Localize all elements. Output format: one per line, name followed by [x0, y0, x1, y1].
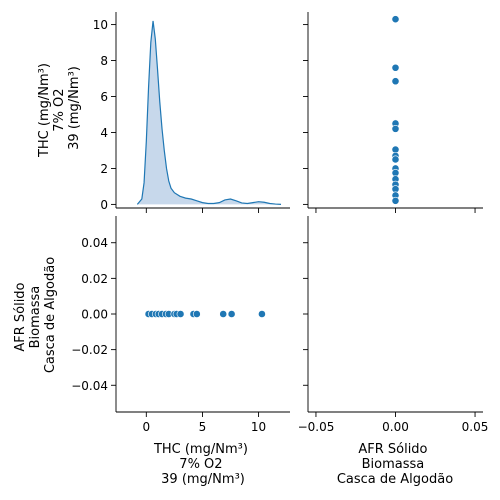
scatter-point	[391, 77, 400, 86]
y-tick-label: 0.00	[81, 308, 108, 322]
y-label-afr: AFR Sólido Biomassa Casca de Algodão	[13, 257, 58, 373]
scatter-point	[192, 310, 201, 318]
scatter-point	[391, 124, 400, 133]
kde-density-line	[136, 20, 282, 205]
x-tick-label: 0	[142, 420, 150, 434]
x-tick-label: 0.00	[382, 420, 409, 434]
y-label-thc: THC (mg/Nm³) 7% O2 39 (mg/Nm³)	[37, 59, 82, 158]
y-tick-label: 2	[100, 162, 108, 176]
y-tick-label: −0.02	[71, 343, 108, 357]
y-axis-ticks: 0.04 0.02 0.00 −0.02 −0.04	[71, 236, 116, 393]
y-axis-ticks: 0 2 4 6 8 10	[93, 18, 116, 212]
scatter-points	[391, 15, 400, 205]
scatter-point	[227, 310, 236, 318]
y-tick-label: 4	[100, 126, 108, 140]
x-label-afr: AFR Sólido Biomassa Casca de Algodão	[337, 442, 453, 487]
scatter-point	[391, 15, 400, 24]
y-axis-ticks	[303, 24, 308, 205]
panel-thc-vs-afr	[303, 12, 483, 213]
y-tick-label: 8	[100, 54, 108, 68]
scatter-point	[391, 155, 400, 164]
y-tick-label: 0.02	[81, 272, 108, 286]
y-tick-label: 6	[100, 90, 108, 104]
x-tick-label: 10	[251, 420, 266, 434]
kde-density-area	[137, 20, 282, 205]
scatter-point	[258, 310, 266, 318]
scatter-point	[391, 196, 400, 205]
x-axis-ticks	[145, 208, 260, 213]
scatter-points	[144, 310, 266, 318]
x-tick-label: −0.05	[298, 420, 335, 434]
x-axis-ticks: −0.05 0.00 0.05	[298, 412, 489, 434]
y-tick-label: −0.04	[71, 379, 108, 393]
scatter-point	[176, 310, 185, 318]
y-axis-ticks	[303, 242, 308, 386]
x-axis-ticks: 0 5 10	[142, 412, 266, 434]
y-tick-label: 10	[93, 18, 108, 32]
panel-afr-diag: −0.05 0.00 0.05	[298, 216, 489, 434]
scatter-point	[391, 63, 400, 72]
scatter-point	[219, 310, 228, 318]
x-tick-label: 5	[199, 420, 207, 434]
x-axis-ticks	[315, 208, 476, 213]
y-tick-label: 0	[100, 198, 108, 212]
panel-afr-vs-thc: 0.04 0.02 0.00 −0.02 −0.04 0 5 10	[71, 216, 290, 434]
x-tick-label: 0.05	[462, 420, 489, 434]
x-label-thc: THC (mg/Nm³) 7% O2 39 (mg/Nm³)	[153, 442, 252, 487]
panel-thc-kde: 0 2 4 6 8 10	[93, 12, 290, 213]
y-tick-label: 0.04	[81, 236, 108, 250]
